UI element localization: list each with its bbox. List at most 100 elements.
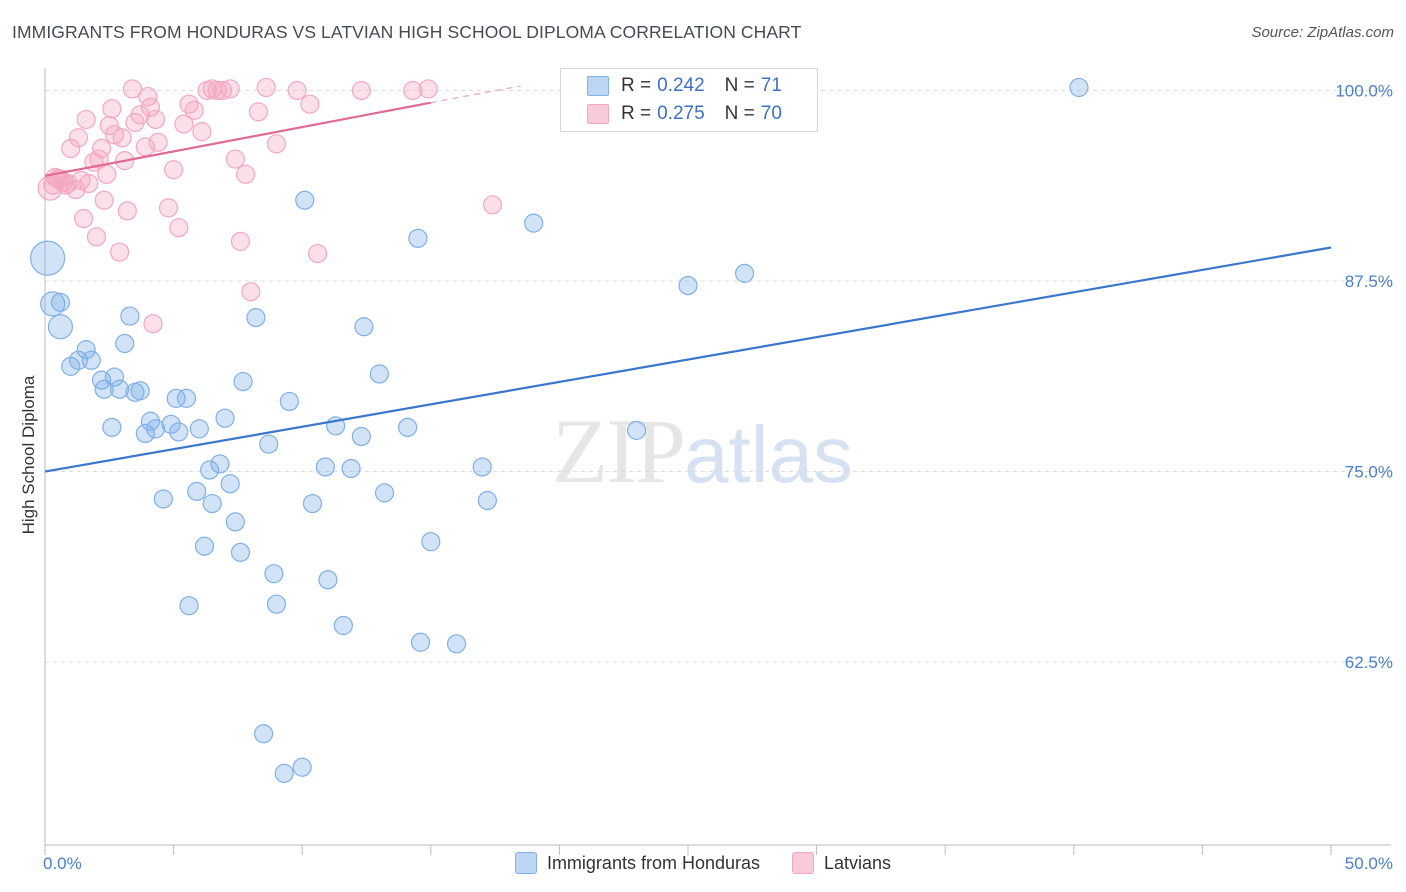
honduras-point bbox=[274, 763, 294, 783]
latvian-point bbox=[248, 102, 269, 122]
watermark: ZIPatlas bbox=[552, 398, 853, 504]
honduras-point bbox=[302, 493, 323, 514]
legend-n-label: N = bbox=[724, 75, 755, 96]
chart-source: Source: ZipAtlas.com bbox=[1251, 24, 1394, 41]
honduras-point bbox=[279, 391, 299, 412]
honduras-point bbox=[50, 292, 71, 312]
honduras-point bbox=[169, 422, 189, 442]
y-tick-label: 100.0% bbox=[1335, 81, 1393, 100]
legend-n-value: 70 bbox=[760, 103, 782, 124]
honduras-point bbox=[179, 596, 199, 616]
latvian-point bbox=[482, 195, 503, 215]
legend-item-latvians[interactable]: Latvians bbox=[792, 852, 891, 874]
honduras-point bbox=[410, 632, 431, 652]
honduras-point bbox=[472, 457, 492, 477]
series-legend: Immigrants from Honduras Latvians bbox=[0, 852, 1406, 874]
honduras-points bbox=[29, 76, 1089, 783]
latvian-point bbox=[140, 97, 161, 117]
latvian-point bbox=[266, 134, 287, 154]
honduras-point bbox=[61, 356, 81, 376]
honduras-point bbox=[220, 474, 240, 494]
honduras-point bbox=[398, 417, 418, 437]
honduras-point bbox=[341, 458, 361, 479]
honduras-point bbox=[259, 434, 279, 454]
y-tick-label: 75.0% bbox=[1345, 463, 1393, 482]
latvian-point bbox=[145, 109, 166, 130]
stats-legend: R = 0.242 N = 71 R = 0.275 N = 70 bbox=[560, 68, 818, 132]
latvian-point bbox=[164, 160, 184, 180]
latvian-point bbox=[256, 77, 276, 98]
axis-labels: 62.5% 75.0% 87.5% 100.0% 0.0% 50.0% High Schoo… bbox=[19, 81, 1393, 873]
honduras-point bbox=[176, 388, 197, 408]
honduras-point bbox=[446, 634, 467, 654]
honduras-point bbox=[230, 542, 251, 562]
honduras-point bbox=[225, 512, 245, 532]
honduras-point bbox=[200, 460, 220, 480]
latvian-point bbox=[192, 122, 212, 142]
latvian-point bbox=[91, 138, 112, 159]
latvian-point bbox=[403, 80, 423, 101]
honduras-point bbox=[354, 317, 374, 337]
honduras-point bbox=[369, 364, 389, 384]
latvian-point bbox=[300, 94, 320, 114]
legend-r-value: 0.242 bbox=[657, 75, 705, 96]
honduras-point bbox=[135, 423, 155, 444]
honduras-point bbox=[626, 420, 647, 440]
honduras-point bbox=[215, 408, 235, 428]
latvian-point bbox=[212, 80, 233, 101]
honduras-point bbox=[109, 379, 130, 399]
y-tick-label: 62.5% bbox=[1345, 653, 1393, 672]
honduras-point bbox=[187, 481, 207, 501]
latvian-point bbox=[220, 79, 240, 99]
honduras-point bbox=[94, 379, 114, 399]
honduras-point bbox=[233, 372, 253, 392]
latvian-point bbox=[76, 109, 96, 130]
legend-label-latvians: Latvians bbox=[824, 852, 892, 873]
latvian-point bbox=[102, 99, 122, 119]
watermark-atlas: atlas bbox=[684, 410, 853, 499]
legend-swatch-latvians bbox=[587, 104, 609, 124]
honduras-point bbox=[524, 213, 544, 233]
y-axis-label: High School Diploma bbox=[19, 375, 38, 534]
honduras-point bbox=[315, 457, 335, 477]
honduras-point bbox=[374, 483, 395, 503]
honduras-point bbox=[266, 594, 287, 614]
legend-r-label: R = bbox=[621, 75, 652, 96]
latvian-point bbox=[236, 164, 256, 184]
honduras-point bbox=[678, 275, 698, 296]
latvian-point bbox=[179, 94, 199, 114]
honduras-point bbox=[102, 417, 122, 437]
honduras-point bbox=[408, 228, 428, 248]
honduras-point bbox=[76, 340, 96, 360]
legend-n-value: 71 bbox=[760, 75, 782, 96]
latvian-point bbox=[117, 201, 137, 221]
honduras-point bbox=[153, 489, 173, 509]
honduras-point bbox=[161, 414, 181, 434]
honduras-point bbox=[104, 367, 125, 387]
legend-item-honduras[interactable]: Immigrants from Honduras bbox=[514, 852, 760, 874]
latvian-point bbox=[225, 149, 245, 169]
honduras-point bbox=[351, 426, 371, 447]
honduras-point bbox=[29, 240, 66, 276]
latvian-point bbox=[143, 314, 163, 334]
honduras-point bbox=[734, 263, 755, 283]
latvian-point bbox=[109, 242, 130, 262]
latvian-point bbox=[61, 138, 81, 159]
latvian-point bbox=[287, 80, 307, 101]
honduras-point bbox=[333, 615, 353, 636]
honduras-point bbox=[189, 419, 209, 439]
honduras-point bbox=[202, 493, 222, 514]
latvian-point bbox=[94, 190, 114, 210]
legend-row-honduras: R = 0.242 N = 71 bbox=[587, 74, 782, 98]
latvian-point bbox=[184, 100, 204, 120]
latvians-points bbox=[37, 77, 503, 334]
honduras-point bbox=[318, 570, 338, 590]
latvian-point bbox=[130, 105, 150, 125]
axes bbox=[44, 68, 1391, 855]
legend-swatch-honduras bbox=[514, 852, 537, 874]
latvian-point bbox=[122, 79, 143, 99]
honduras-point bbox=[81, 350, 101, 370]
honduras-point bbox=[115, 333, 135, 354]
latvian-point bbox=[174, 114, 194, 134]
